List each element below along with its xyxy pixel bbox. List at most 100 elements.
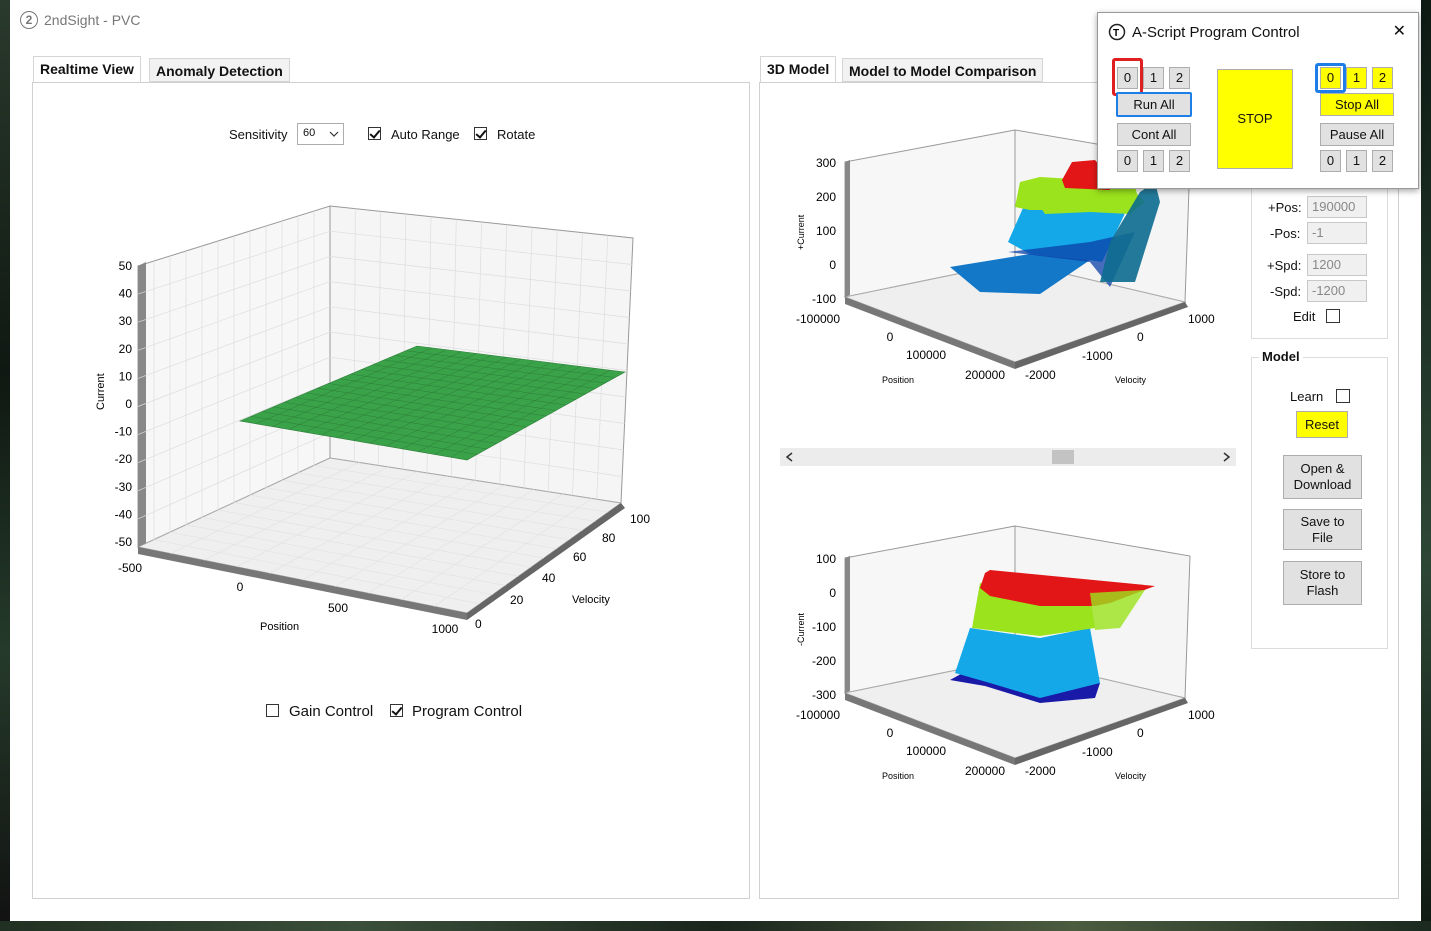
- tick-label: -2000: [1025, 368, 1056, 382]
- tick-label: 0: [829, 258, 836, 272]
- z-axis-label: Current: [95, 373, 107, 410]
- gain-control-checkbox[interactable]: [266, 704, 279, 717]
- tick-label: 1000: [1188, 312, 1215, 326]
- tick-label: 40: [119, 287, 133, 301]
- z-axis-ticks: 300 200 100 0 -100: [812, 156, 836, 306]
- spd-plus-label: +Spd:: [1267, 258, 1302, 273]
- right-bottom-button-1[interactable]: 1: [1346, 150, 1367, 172]
- highlight-blue-box: [1315, 63, 1346, 93]
- scroll-left-icon[interactable]: [785, 452, 793, 462]
- tick-label: -100: [812, 292, 836, 306]
- right-top-button-1[interactable]: 1: [1346, 67, 1367, 89]
- rotate-label: Rotate: [497, 127, 536, 142]
- desktop-background-left: [0, 0, 10, 931]
- window-title: 2ndSight - PVC: [44, 12, 141, 28]
- tick-label: 0: [887, 726, 894, 740]
- save-to-file-button[interactable]: Save to File: [1283, 509, 1362, 550]
- tab-realtime-view[interactable]: Realtime View: [33, 56, 141, 83]
- tick-label: 300: [816, 156, 836, 170]
- chevron-down-icon: [329, 131, 339, 137]
- left-top-button-0[interactable]: 0: [1117, 67, 1138, 89]
- tick-label: -2000: [1025, 764, 1056, 778]
- tick-label: -50: [115, 535, 133, 549]
- pos-plus-field[interactable]: 190000: [1307, 196, 1367, 218]
- right-bottom-button-2[interactable]: 2: [1372, 150, 1393, 172]
- z-axis-ticks: 50 40 30 20 10 0 -10 -20 -30 -40 -50: [115, 259, 133, 549]
- left-bottom-button-1[interactable]: 1: [1143, 150, 1164, 172]
- auto-range-checkbox[interactable]: [368, 127, 381, 140]
- learn-checkbox[interactable]: [1336, 389, 1350, 403]
- edit-checkbox[interactable]: [1326, 309, 1340, 323]
- left-top-button-1[interactable]: 1: [1143, 67, 1164, 89]
- tick-label: 100: [630, 512, 650, 526]
- tick-label: 20: [119, 342, 133, 356]
- learn-label: Learn: [1290, 389, 1324, 404]
- tab-anomaly-detection[interactable]: Anomaly Detection: [149, 58, 290, 82]
- tick-label: 0: [237, 580, 244, 594]
- tick-label: 50: [119, 259, 133, 273]
- realtime-surface: [238, 345, 626, 461]
- dialog-title: A-Script Program Control: [1132, 23, 1300, 41]
- x-axis-ticks: -100000 0 100000 200000: [796, 312, 1005, 382]
- horizontal-scrollbar[interactable]: [780, 448, 1236, 466]
- spd-minus-field[interactable]: -1200: [1307, 280, 1367, 302]
- x-axis-label: Position: [260, 621, 299, 633]
- cont-all-button[interactable]: Cont All: [1117, 123, 1191, 146]
- ascript-program-control-dialog: T A-Script Program Control ✕ 0 1 2 Run A…: [1097, 12, 1419, 189]
- tick-label: 100000: [906, 348, 946, 362]
- model-group-title: Model: [1259, 349, 1303, 364]
- store-to-flash-button[interactable]: Store to Flash: [1283, 561, 1362, 605]
- tick-label: 20: [510, 593, 524, 607]
- close-icon[interactable]: ✕: [1392, 23, 1406, 40]
- right-top-button-2[interactable]: 2: [1372, 67, 1393, 89]
- open-download-button[interactable]: Open & Download: [1283, 455, 1362, 499]
- pos-plus-label: +Pos:: [1268, 200, 1302, 215]
- stop-all-button[interactable]: Stop All: [1320, 93, 1394, 116]
- y-axis-label: Velocity: [1115, 375, 1147, 385]
- right-top-button-0[interactable]: 0: [1320, 67, 1341, 89]
- svg-text:T: T: [1113, 28, 1119, 39]
- left-bottom-button-0[interactable]: 0: [1117, 150, 1138, 172]
- left-bottom-button-2[interactable]: 2: [1169, 150, 1190, 172]
- x-axis-label: Position: [882, 375, 914, 385]
- program-control-checkbox[interactable]: [390, 704, 403, 717]
- z-axis-label: +Current: [796, 214, 806, 250]
- tick-label: 10: [119, 369, 133, 383]
- y-axis-ticks: -2000 -1000 0 1000: [1025, 708, 1215, 778]
- highlight-red-box: [1112, 58, 1143, 96]
- tab-3d-model[interactable]: 3D Model: [760, 56, 837, 83]
- tick-label: 500: [328, 601, 348, 615]
- z-axis-ticks: 100 0 -100 -200 -300: [812, 552, 836, 702]
- tick-label: -1000: [1082, 349, 1113, 363]
- chart-gridlines: [137, 208, 632, 607]
- y-axis-label: Velocity: [572, 594, 610, 606]
- rotate-checkbox[interactable]: [474, 127, 487, 140]
- scrollbar-thumb[interactable]: [1052, 450, 1074, 464]
- tick-label: 0: [1137, 330, 1144, 344]
- tick-label: 0: [1137, 726, 1144, 740]
- pos-minus-field[interactable]: -1: [1307, 222, 1367, 244]
- spd-plus-field[interactable]: 1200: [1307, 254, 1367, 276]
- pause-all-button[interactable]: Pause All: [1320, 123, 1394, 146]
- tick-label: -20: [115, 452, 133, 466]
- tab-model-to-model-comparison[interactable]: Model to Model Comparison: [842, 58, 1044, 82]
- program-control-label: Program Control: [412, 703, 523, 720]
- gain-control-label: Gain Control: [289, 703, 374, 720]
- scroll-right-icon[interactable]: [1223, 452, 1231, 462]
- stop-button[interactable]: STOP: [1217, 69, 1293, 169]
- window-titlebar: 2 2ndSight - PVC: [20, 10, 141, 30]
- tick-label: 40: [542, 571, 556, 585]
- left-top-button-2[interactable]: 2: [1169, 67, 1190, 89]
- desktop-background-bottom: [0, 921, 1431, 931]
- reset-button[interactable]: Reset: [1296, 411, 1348, 438]
- tick-label: 0: [887, 330, 894, 344]
- sensitivity-dropdown[interactable]: 60: [297, 123, 344, 145]
- ascript-logo-icon: T: [1108, 23, 1126, 41]
- right-bottom-button-0[interactable]: 0: [1320, 150, 1341, 172]
- model-group: [1251, 357, 1388, 649]
- tick-label: 60: [573, 550, 587, 564]
- spd-minus-label: -Spd:: [1270, 284, 1302, 299]
- tick-label: 80: [602, 531, 616, 545]
